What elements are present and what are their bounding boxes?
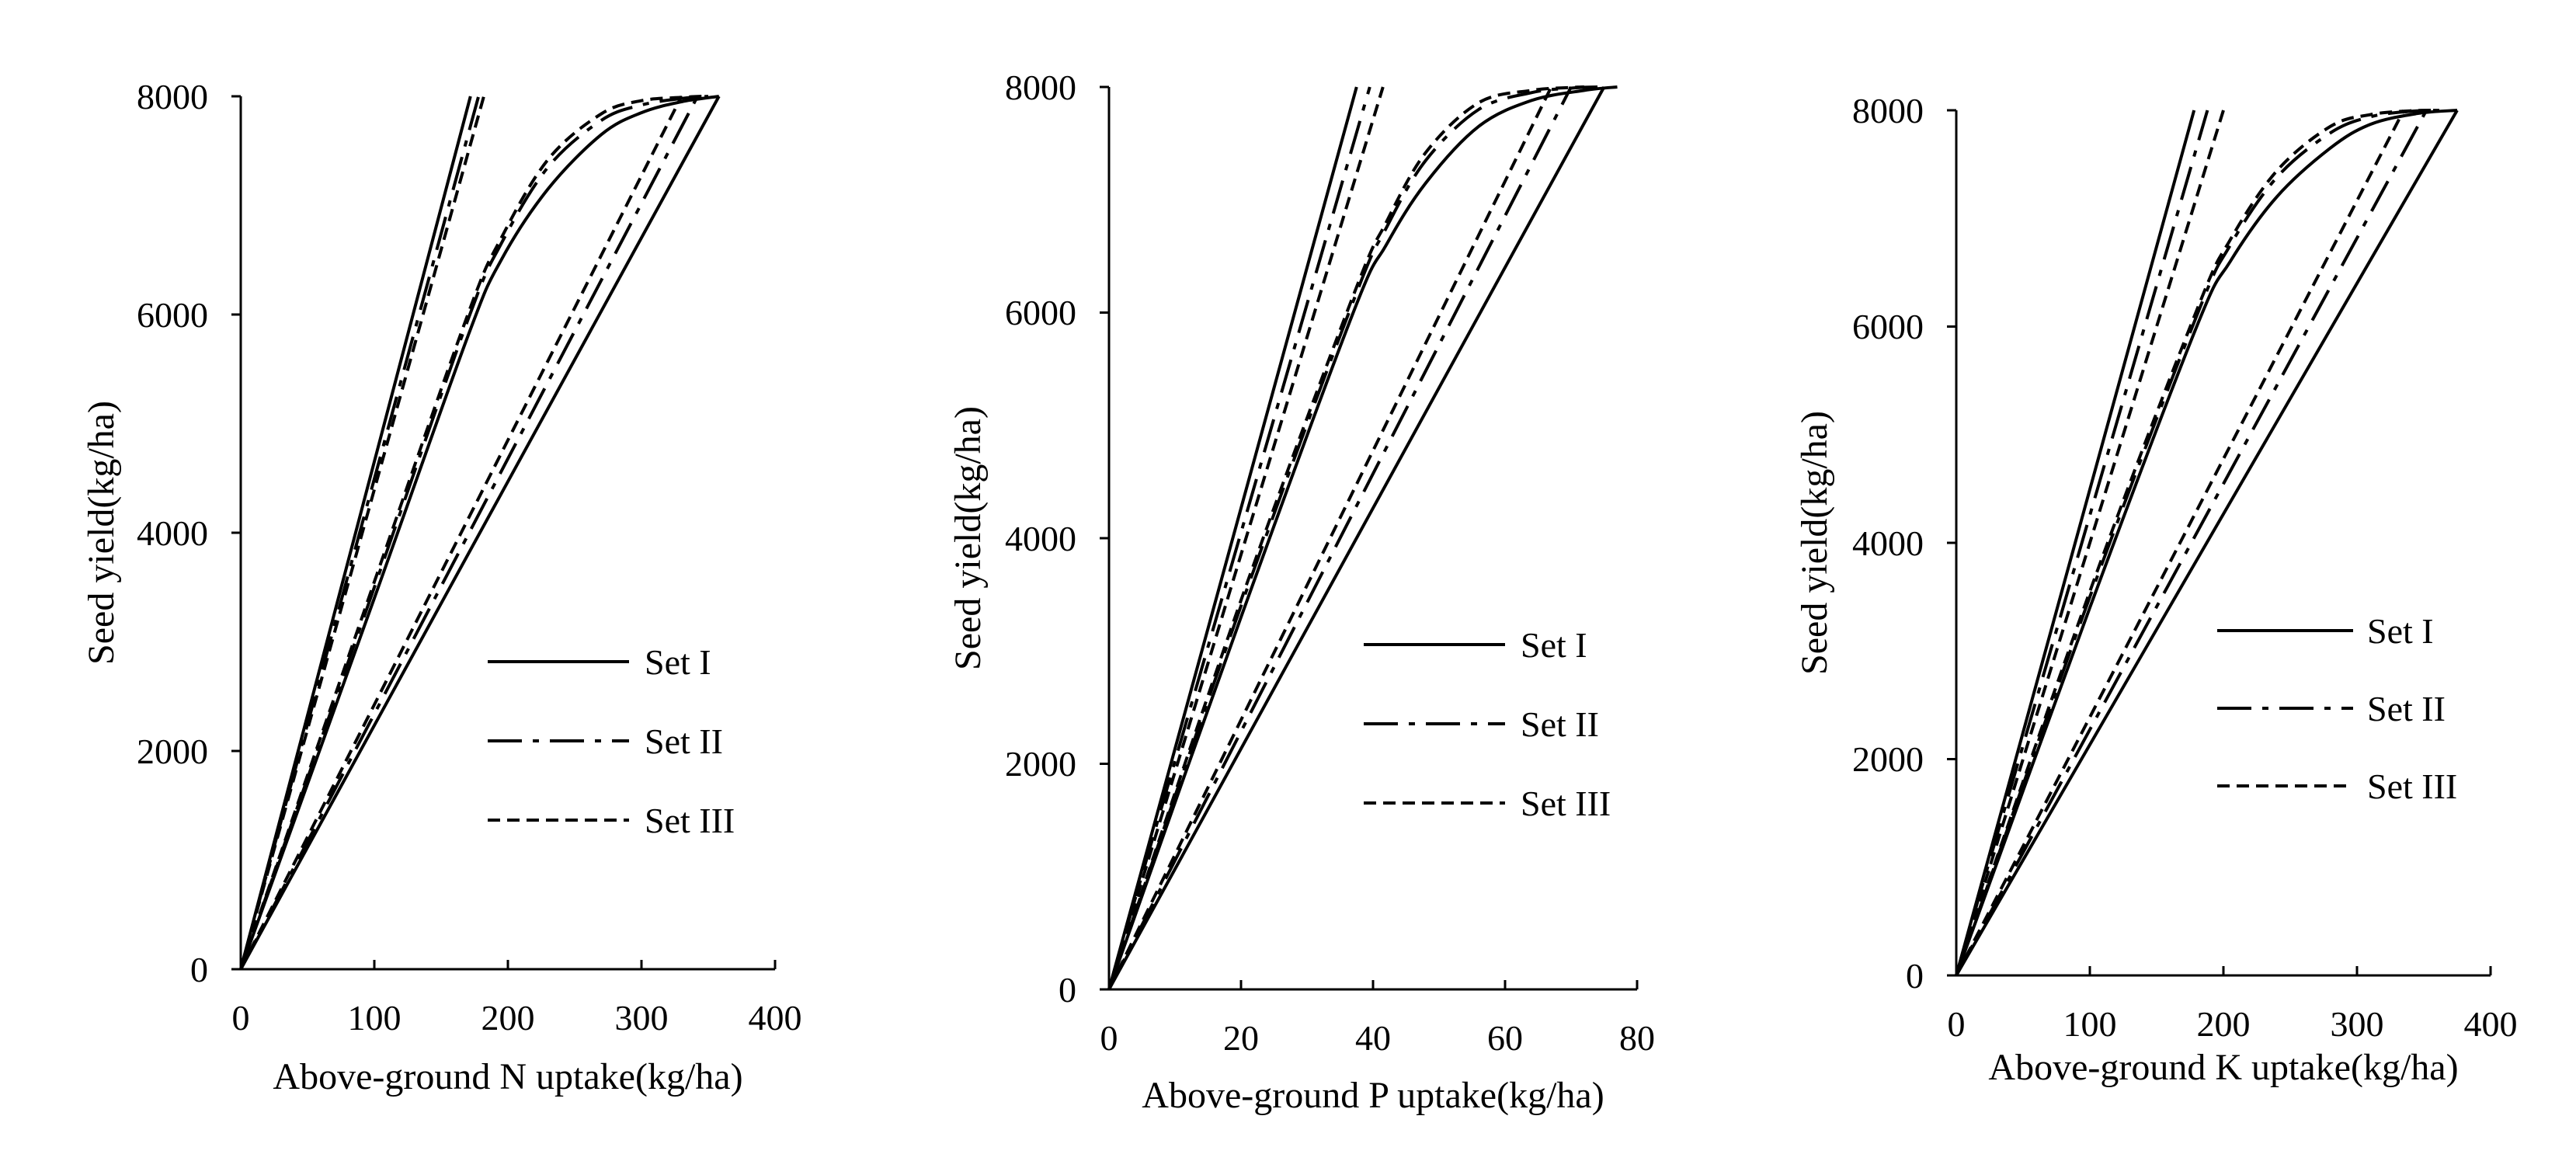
y-tick-label: 0 <box>1059 970 1076 1010</box>
x-tick-label: 40 <box>1355 1018 1391 1058</box>
x-tick-label: 200 <box>481 998 535 1038</box>
legend-label: Set I <box>1521 625 1587 665</box>
x-tick-label: 0 <box>1948 1004 1966 1044</box>
x-tick-label: 300 <box>615 998 669 1038</box>
y-tick-label: 8000 <box>1852 91 1924 130</box>
series-line-set-iii-balanced <box>239 95 702 970</box>
legend-label: Set II <box>645 721 723 761</box>
series-line-set-iii-max <box>239 96 683 970</box>
series-line-set-i-min <box>1107 86 1358 990</box>
y-tick-label: 0 <box>190 950 208 989</box>
y-tick-label: 6000 <box>1852 307 1924 346</box>
series-line-set-ii-min <box>1955 110 2209 976</box>
x-axis: 0 100 200 300 400 Above-ground K uptake(… <box>1948 966 2518 1088</box>
legend-label: Set I <box>2367 611 2434 651</box>
x-tick-label: 100 <box>2063 1004 2117 1044</box>
series-line-set-ii-balanced <box>1955 109 2444 976</box>
series-line-set-iii-balanced <box>1955 109 2438 976</box>
y-tick-label: 4000 <box>1005 519 1076 558</box>
y-axis-title: Seed yield(kg/ha) <box>1794 411 1835 675</box>
x-tick-label: 0 <box>232 998 250 1038</box>
x-tick-label: 60 <box>1487 1018 1523 1058</box>
series-line-set-iii-max <box>1107 86 1553 990</box>
y-axis-title: Seed yield(kg/ha) <box>947 406 989 670</box>
x-tick-label: 300 <box>2331 1004 2384 1044</box>
series-line-set-ii-min <box>1107 86 1371 990</box>
plot-area <box>239 95 721 970</box>
series-line-set-i-max <box>1107 86 1606 990</box>
panel-p-uptake: 0 2000 4000 6000 8000 Seed yield(kg/ha) … <box>947 68 1655 1116</box>
x-axis: 0 20 40 60 80 Above-ground P uptake(kg/h… <box>1100 980 1655 1116</box>
y-axis: 0 2000 4000 6000 8000 Seed yield(kg/ha) <box>81 77 242 989</box>
series-line-set-ii-max <box>239 96 699 970</box>
x-tick-label: 20 <box>1223 1018 1259 1058</box>
y-tick-label: 2000 <box>1005 744 1076 784</box>
plot-area <box>1955 109 2459 977</box>
series-line-set-ii-balanced <box>1107 85 1598 990</box>
y-axis-title: Seed yield(kg/ha) <box>81 401 122 665</box>
y-tick-label: 0 <box>1906 956 1924 996</box>
y-tick-label: 8000 <box>1005 68 1076 107</box>
legend-label: Set III <box>1521 784 1611 823</box>
series-line-set-ii-min <box>239 96 481 970</box>
x-axis-title: Above-ground K uptake(kg/ha) <box>1988 1047 2458 1088</box>
series-line-set-ii-max <box>1107 86 1573 990</box>
legend: Set I Set II Set III <box>1364 625 1611 823</box>
series-line-set-ii-balanced <box>239 95 709 970</box>
series-line-set-iii-max <box>1955 110 2405 976</box>
legend-label: Set II <box>2367 689 2446 728</box>
x-tick-label: 400 <box>2464 1004 2518 1044</box>
x-axis: 0 100 200 300 400 Above-ground N uptake(… <box>232 960 802 1097</box>
series-line-set-iii-balanced <box>1107 85 1585 990</box>
series-line-set-i-min <box>1955 110 2196 976</box>
plot-area <box>1107 85 1618 990</box>
series-line-set-i-max <box>239 96 721 970</box>
x-axis-title: Above-ground P uptake(kg/ha) <box>1142 1075 1604 1116</box>
y-tick-label: 6000 <box>1005 293 1076 332</box>
series-line-set-i-max <box>1955 109 2459 977</box>
x-axis-title: Above-ground N uptake(kg/ha) <box>273 1056 742 1097</box>
x-tick-label: 400 <box>749 998 802 1038</box>
y-tick-label: 2000 <box>1852 739 1924 779</box>
legend-label: Set II <box>1521 704 1599 744</box>
legend-label: Set I <box>645 642 711 682</box>
series-line-set-iii-min <box>239 96 485 970</box>
series-line-set-iii-min <box>1107 86 1385 990</box>
y-axis: 0 2000 4000 6000 8000 Seed yield(kg/ha) <box>1794 91 1958 996</box>
legend-label: Set III <box>2367 767 2457 806</box>
y-tick-label: 4000 <box>1852 523 1924 563</box>
y-tick-label: 2000 <box>137 732 208 771</box>
legend: Set I Set II Set III <box>2217 611 2457 806</box>
series-line-set-i-balanced <box>1107 85 1618 990</box>
legend-label: Set III <box>645 801 735 840</box>
x-tick-label: 200 <box>2197 1004 2251 1044</box>
panel-n-uptake: 0 2000 4000 6000 8000 Seed yield(kg/ha) … <box>81 77 802 1097</box>
x-tick-label: 0 <box>1100 1018 1118 1058</box>
panel-k-uptake: 0 2000 4000 6000 8000 Seed yield(kg/ha) … <box>1794 91 2518 1088</box>
series-line-set-i-balanced <box>1955 109 2458 976</box>
legend: Set I Set II Set III <box>488 642 735 840</box>
y-tick-label: 6000 <box>137 295 208 335</box>
series-line-set-i-balanced <box>239 95 720 970</box>
y-axis: 0 2000 4000 6000 8000 Seed yield(kg/ha) <box>947 68 1111 1010</box>
x-tick-label: 80 <box>1619 1018 1655 1058</box>
x-tick-label: 100 <box>348 998 402 1038</box>
y-tick-label: 8000 <box>137 77 208 116</box>
series-line-set-iii-min <box>1955 110 2225 976</box>
series-line-set-ii-max <box>1955 110 2428 976</box>
y-tick-label: 4000 <box>137 513 208 553</box>
